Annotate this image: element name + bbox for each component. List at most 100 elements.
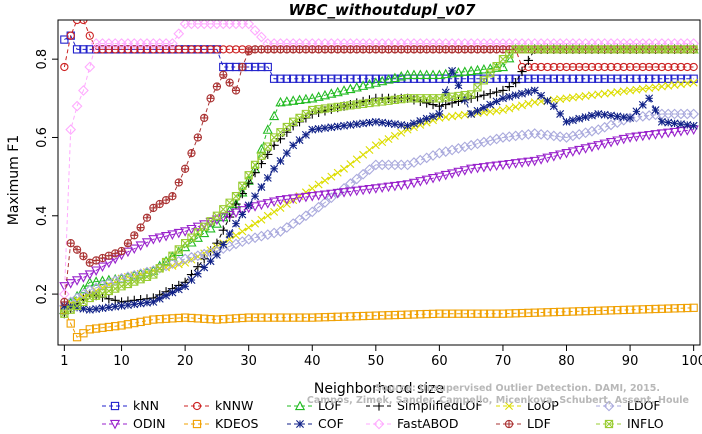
point-kdeos-6 <box>91 324 101 333</box>
point-knnw-100 <box>689 62 698 72</box>
point-lof-46 <box>345 83 356 94</box>
point-inflo-31 <box>250 160 260 170</box>
point-cof-52 <box>384 119 393 128</box>
point-cof-61 <box>441 88 450 97</box>
point-odin-21 <box>186 224 197 235</box>
point-lof-66 <box>472 64 483 75</box>
point-kdeos-18 <box>168 314 177 323</box>
point-knn-45 <box>339 74 349 83</box>
point-cof-33 <box>263 173 272 182</box>
point-odin-15 <box>148 235 159 245</box>
legend-marker-odin <box>109 419 121 430</box>
series-line-lof <box>64 48 694 311</box>
point-loop-50 <box>371 141 380 150</box>
point-odin-53 <box>389 181 401 192</box>
point-lof-43 <box>326 88 337 98</box>
point-cof-69 <box>492 97 501 106</box>
point-ldof-45 <box>338 182 350 194</box>
point-knn-43 <box>327 74 336 83</box>
point-odin-38 <box>294 193 305 204</box>
point-cof-38 <box>295 136 304 145</box>
point-loop-46 <box>346 160 355 169</box>
point-kdeos-26 <box>219 315 228 324</box>
point-cof-97 <box>670 119 679 128</box>
point-ldof-81 <box>567 130 579 142</box>
point-knnw-26 <box>219 45 228 54</box>
legend-item-loop: LoOP <box>496 398 559 413</box>
point-cof-3 <box>73 303 82 312</box>
point-kdeos-44 <box>333 312 342 321</box>
point-ldf-19 <box>174 178 183 187</box>
point-ldof-82 <box>573 128 585 140</box>
point-ldf-29 <box>238 62 247 72</box>
point-knn-65 <box>467 74 476 83</box>
point-ldof-31 <box>249 232 261 244</box>
point-odin-86 <box>599 139 610 150</box>
point-knn-31 <box>250 62 260 72</box>
series-fastabod <box>58 20 700 300</box>
point-loop-35 <box>276 203 285 212</box>
point-loop-42 <box>320 176 329 185</box>
point-ldf-15 <box>149 203 158 213</box>
point-odin-26 <box>218 213 229 223</box>
legend-label-knn: kNN <box>133 398 159 413</box>
point-odin-76 <box>535 155 547 165</box>
point-cof-30 <box>244 201 253 210</box>
point-odin-84 <box>586 142 598 153</box>
point-kdeos-53 <box>390 310 400 320</box>
point-odin-87 <box>605 138 617 148</box>
point-odin-43 <box>326 189 337 200</box>
point-knnw-91 <box>632 62 641 72</box>
x-axis-label: Neighborhood size <box>314 381 444 397</box>
point-cof-6 <box>92 304 101 313</box>
point-cof-43 <box>327 123 336 132</box>
x-axis: 1 10 20 30 40 50 60 70 80 90 100 <box>60 345 702 369</box>
point-knnw-5 <box>85 31 94 40</box>
point-simplifiedlof-22 <box>193 262 203 272</box>
point-cof-70 <box>498 94 507 103</box>
point-cof-63 <box>454 81 463 90</box>
point-lof-34 <box>268 110 280 121</box>
point-kdeos-56 <box>409 310 419 319</box>
point-knnw-15 <box>149 45 158 54</box>
point-kdeos-87 <box>606 306 616 315</box>
point-odin-3 <box>71 276 83 286</box>
point-cof-41 <box>314 124 323 133</box>
point-kdeos-9 <box>111 322 120 331</box>
point-knn-39 <box>301 74 311 83</box>
point-kdeos-90 <box>625 305 635 314</box>
point-kdeos-73 <box>517 308 527 318</box>
watermark-line-2: Campos, Zimek, Sander, Campello, Micenko… <box>307 395 689 406</box>
y-tick-label-0.4: 0.4 <box>35 205 50 226</box>
point-loop-73 <box>518 101 527 110</box>
point-knn-46 <box>346 74 355 83</box>
point-odin-81 <box>567 147 578 157</box>
point-lof-69 <box>491 62 502 72</box>
point-kdeos-52 <box>384 311 393 320</box>
point-odin-31 <box>249 202 261 212</box>
point-knnw-77 <box>543 62 552 72</box>
point-kdeos-99 <box>683 303 692 313</box>
point-loop-58 <box>422 118 431 127</box>
point-fastabod-19 <box>173 28 185 40</box>
point-cof-26 <box>219 240 228 249</box>
point-kdeos-37 <box>289 313 298 322</box>
point-knn-36 <box>282 74 291 83</box>
point-knn-37 <box>289 74 298 83</box>
legend-marker-fastabod <box>373 418 385 430</box>
point-kdeos-92 <box>638 305 647 314</box>
point-knn-3 <box>72 45 82 54</box>
point-ldof-32 <box>256 230 267 242</box>
point-odin-35 <box>275 195 286 206</box>
point-ldf-26 <box>219 70 228 79</box>
point-knnw-19 <box>174 45 183 54</box>
point-cof-4 <box>79 304 88 313</box>
point-knnw-4 <box>79 20 88 25</box>
point-odin-45 <box>338 188 350 198</box>
point-kdeos-38 <box>295 313 304 322</box>
point-kdeos-31 <box>250 313 260 322</box>
point-ldof-13 <box>135 268 147 280</box>
point-knn-70 <box>498 74 508 83</box>
point-cof-18 <box>168 288 177 297</box>
